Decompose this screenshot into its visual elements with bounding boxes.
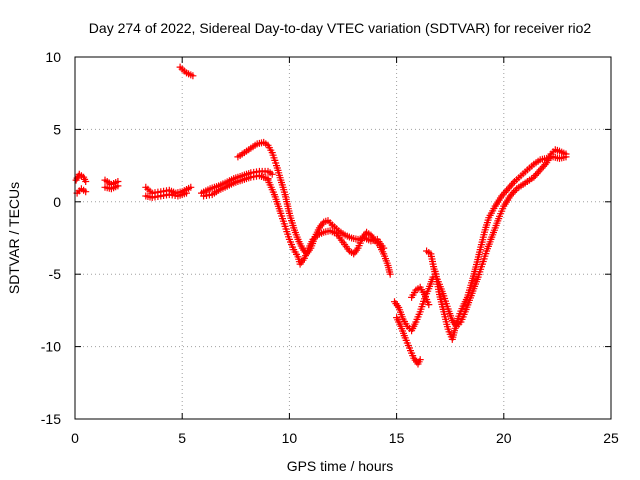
data-point (425, 301, 433, 309)
data-point (189, 72, 197, 80)
data-point (114, 182, 122, 190)
data-marks (72, 63, 570, 368)
x-axis-label: GPS time / hours (287, 458, 394, 474)
y-tick-label: 5 (53, 121, 61, 137)
data-point (82, 188, 90, 196)
y-tick-label: -10 (41, 339, 61, 355)
data-track (423, 146, 570, 330)
x-tick-label: 25 (603, 430, 619, 446)
data-point (268, 170, 276, 178)
plot-frame (74, 56, 612, 420)
data-point (380, 244, 388, 252)
axes: 0 5 10 15 20 25 -15 -10 -5 0 5 10 (41, 49, 619, 446)
data-track (142, 189, 190, 201)
x-tick-label: 10 (282, 430, 298, 446)
data-track (393, 314, 424, 368)
x-tick-label: 20 (496, 430, 512, 446)
x-tick-label: 0 (71, 430, 79, 446)
data-point (416, 356, 424, 364)
x-tick-label: 15 (389, 430, 405, 446)
chart-title: Day 274 of 2022, Sidereal Day-to-day VTE… (89, 20, 592, 36)
y-tick-label: -5 (49, 266, 62, 282)
data-track (73, 185, 90, 197)
data-point (562, 153, 570, 161)
data-track (176, 63, 197, 80)
data-track (72, 170, 90, 185)
y-tick-label: 0 (53, 194, 61, 210)
data-track (408, 283, 433, 309)
y-tick-label: -15 (41, 411, 61, 427)
data-track (431, 153, 570, 343)
data-point (187, 183, 195, 191)
data-point (82, 178, 90, 185)
y-tick-label: 10 (45, 49, 61, 65)
data-point (386, 270, 394, 278)
data-track (101, 182, 122, 193)
data-track (234, 138, 336, 258)
x-tick-label: 5 (178, 430, 186, 446)
data-point (183, 189, 190, 197)
y-axis-label: SDTVAR / TECUs (6, 182, 22, 294)
data-track (328, 221, 388, 252)
